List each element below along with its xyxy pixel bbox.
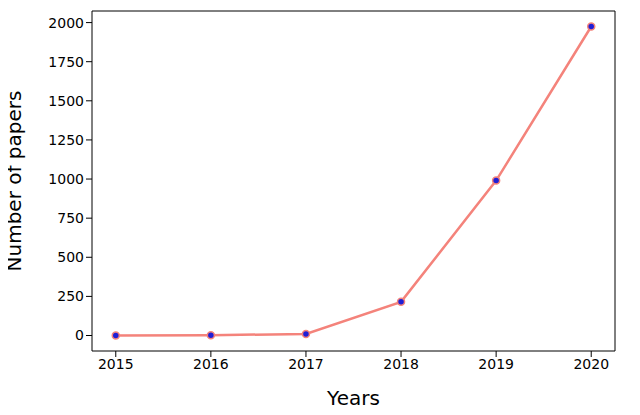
svg-text:2018: 2018 [383,356,419,372]
svg-text:2000: 2000 [48,15,84,31]
svg-text:750: 750 [57,210,84,226]
svg-text:1000: 1000 [48,171,84,187]
svg-text:250: 250 [57,288,84,304]
svg-text:Years: Years [326,386,380,407]
svg-text:1500: 1500 [48,93,84,109]
svg-text:1750: 1750 [48,54,84,70]
svg-text:2020: 2020 [573,356,609,372]
svg-text:2016: 2016 [193,356,229,372]
svg-text:2017: 2017 [288,356,324,372]
svg-text:1250: 1250 [48,132,84,148]
svg-text:2019: 2019 [478,356,514,372]
svg-text:0: 0 [75,327,84,343]
svg-text:500: 500 [57,249,84,265]
svg-text:2015: 2015 [98,356,134,372]
svg-text:Number of papers: Number of papers [8,91,26,272]
